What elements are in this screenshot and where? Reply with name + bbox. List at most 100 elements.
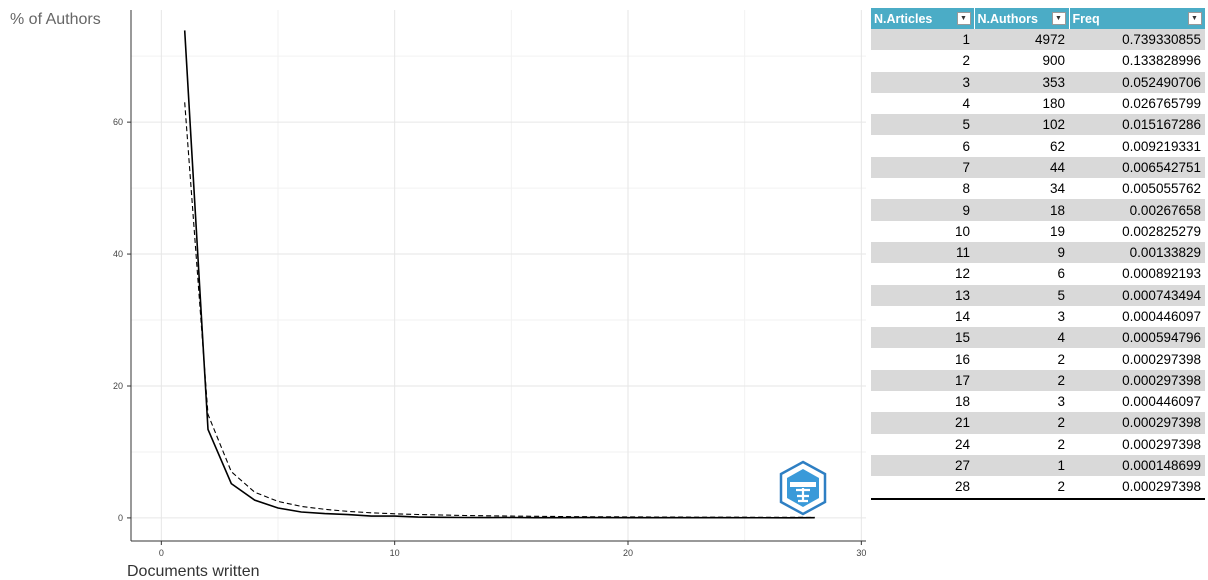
- cell-n-authors: 3: [974, 305, 1069, 328]
- cell-freq: 0.015167286: [1069, 114, 1205, 136]
- cell-n-authors: 34: [974, 178, 1069, 200]
- y-axis-label: % of Authors: [10, 11, 101, 28]
- header-label: N.Authors: [977, 11, 1038, 26]
- frequency-table: N.Articles ▼ N.Authors ▼ Freq ▼: [871, 8, 1206, 500]
- cell-n-authors: 353: [974, 71, 1069, 93]
- header-n-authors: N.Authors ▼: [974, 8, 1070, 29]
- table-row: 21 2 0.000297398: [871, 412, 1205, 434]
- y-tick-label: 40: [113, 249, 123, 259]
- cell-n-articles: 6: [871, 135, 974, 157]
- series-group: [183, 30, 815, 519]
- cell-n-authors: 2: [974, 433, 1069, 455]
- cell-n-authors: 62: [974, 135, 1069, 157]
- cell-freq: 0.000743494: [1069, 284, 1205, 306]
- cell-n-articles: 18: [871, 391, 974, 413]
- cell-freq: 0.000297398: [1069, 476, 1205, 500]
- table-row: 15 4 0.000594796: [871, 327, 1205, 349]
- table-row: 18 3 0.000446097: [871, 391, 1205, 413]
- cell-n-authors: 2: [974, 412, 1069, 434]
- cell-n-articles: 13: [871, 284, 974, 306]
- cell-n-articles: 15: [871, 327, 974, 349]
- cell-n-articles: 5: [871, 114, 974, 136]
- table-row: 13 5 0.000743494: [871, 284, 1205, 306]
- cell-n-articles: 2: [871, 50, 974, 72]
- cell-freq: 0.026765799: [1069, 92, 1205, 115]
- cell-n-articles: 17: [871, 369, 974, 392]
- cell-n-articles: 10: [871, 220, 974, 242]
- cell-n-authors: 19: [974, 220, 1069, 242]
- cell-freq: 0.00133829: [1069, 241, 1205, 264]
- cell-n-authors: 5: [974, 284, 1069, 306]
- logo-emblem-icon: [779, 460, 827, 516]
- cell-n-articles: 7: [871, 156, 974, 179]
- table-row: 27 1 0.000148699: [871, 454, 1205, 477]
- cell-freq: 0.000892193: [1069, 263, 1205, 285]
- table-row: 6 62 0.009219331: [871, 135, 1205, 157]
- cell-n-authors: 102: [974, 114, 1069, 136]
- table-row: 24 2 0.000297398: [871, 433, 1205, 455]
- cell-n-authors: 4972: [974, 29, 1069, 51]
- cell-freq: 0.000297398: [1069, 412, 1205, 434]
- cell-n-authors: 2: [974, 348, 1069, 370]
- lotka-chart: 0 20 40 60 0 10 20 30 % of Authors Documents wr…: [10, 10, 866, 580]
- cell-n-articles: 27: [871, 454, 974, 477]
- table-header-row: N.Articles ▼ N.Authors ▼ Freq ▼: [871, 8, 1206, 29]
- series-line-solid: [183, 30, 815, 519]
- y-tick-label: 20: [113, 381, 123, 391]
- x-tick-label: 30: [856, 548, 866, 558]
- cell-freq: 0.000446097: [1069, 391, 1205, 413]
- cell-freq: 0.00267658: [1069, 199, 1205, 221]
- cell-freq: 0.000594796: [1069, 327, 1205, 349]
- cell-n-authors: 44: [974, 156, 1069, 179]
- y-tick-label: 60: [113, 117, 123, 127]
- cell-n-articles: 9: [871, 199, 974, 221]
- cell-n-authors: 18: [974, 199, 1069, 221]
- cell-freq: 0.000148699: [1069, 454, 1205, 477]
- filter-dropdown-icon[interactable]: ▼: [956, 12, 971, 25]
- table-row: 14 3 0.000446097: [871, 305, 1205, 328]
- table-row: 16 2 0.000297398: [871, 348, 1205, 370]
- cell-n-articles: 8: [871, 178, 974, 200]
- table-row: 1 4972 0.739330855: [871, 29, 1205, 51]
- table-row: 7 44 0.006542751: [871, 156, 1205, 179]
- cell-freq: 0.006542751: [1069, 156, 1205, 179]
- table-row: 10 19 0.002825279: [871, 220, 1205, 242]
- cell-n-authors: 9: [974, 241, 1069, 264]
- cell-freq: 0.000297398: [1069, 369, 1205, 392]
- x-tick-label: 20: [623, 548, 633, 558]
- cell-n-articles: 24: [871, 433, 974, 455]
- axis-ticks: 0 20 40 60 0 10 20 30: [113, 117, 866, 558]
- cell-n-authors: 2: [974, 476, 1069, 500]
- filter-dropdown-icon[interactable]: ▼: [1051, 12, 1066, 25]
- cell-freq: 0.133828996: [1069, 50, 1205, 72]
- cell-n-authors: 4: [974, 327, 1069, 349]
- cell-n-articles: 4: [871, 92, 974, 115]
- x-axis-label: Documents written: [127, 563, 260, 580]
- cell-n-authors: 3: [974, 391, 1069, 413]
- cell-freq: 0.000297398: [1069, 348, 1205, 370]
- header-label: Freq: [1072, 11, 1100, 26]
- cell-n-articles: 11: [871, 241, 974, 264]
- header-label: N.Articles: [874, 11, 933, 26]
- chart-grid: [131, 10, 866, 541]
- cell-n-articles: 3: [871, 71, 974, 93]
- cell-freq: 0.052490706: [1069, 71, 1205, 93]
- cell-n-articles: 1: [871, 29, 974, 51]
- x-tick-label: 10: [390, 548, 400, 558]
- cell-n-articles: 12: [871, 263, 974, 285]
- cell-n-articles: 16: [871, 348, 974, 370]
- table-row: 2 900 0.133828996: [871, 50, 1205, 72]
- header-n-articles: N.Articles ▼: [871, 8, 975, 29]
- series-line-dashed: [184, 102, 815, 518]
- cell-freq: 0.009219331: [1069, 135, 1205, 157]
- table-row: 4 180 0.026765799: [871, 92, 1205, 115]
- cell-n-authors: 6: [974, 263, 1069, 285]
- table-row: 12 6 0.000892193: [871, 263, 1205, 285]
- table-row: 8 34 0.005055762: [871, 178, 1205, 200]
- table-row: 28 2 0.000297398: [871, 476, 1205, 500]
- table-row: 17 2 0.000297398: [871, 369, 1205, 392]
- cell-n-authors: 900: [974, 50, 1069, 72]
- cell-n-articles: 28: [871, 476, 974, 500]
- cell-freq: 0.000446097: [1069, 305, 1205, 328]
- filter-dropdown-icon[interactable]: ▼: [1187, 12, 1202, 25]
